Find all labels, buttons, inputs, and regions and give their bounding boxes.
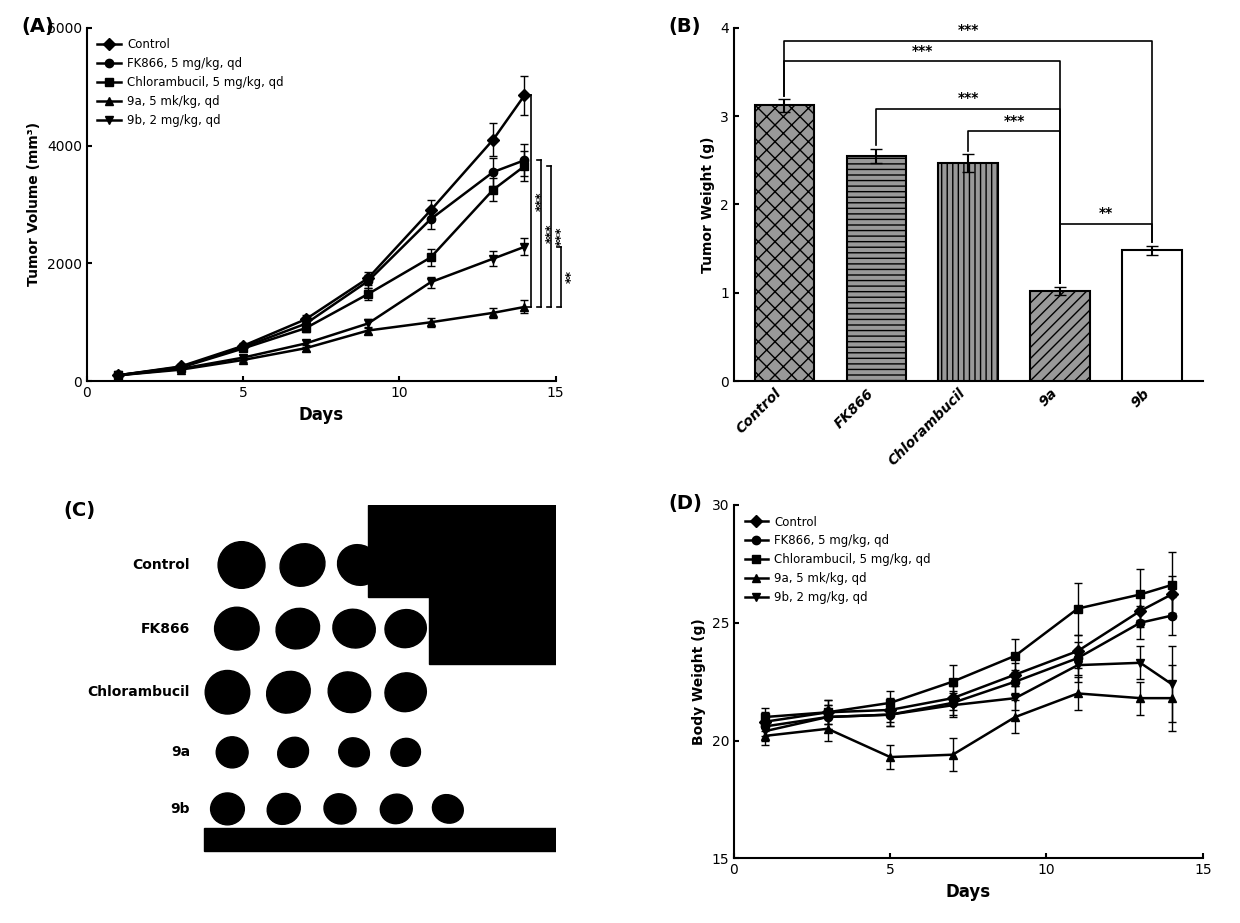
X-axis label: Days: Days xyxy=(299,405,343,424)
Ellipse shape xyxy=(205,670,249,714)
Bar xyxy=(1122,250,1182,381)
Text: (D): (D) xyxy=(668,495,702,513)
Text: **: ** xyxy=(1099,207,1114,221)
Ellipse shape xyxy=(267,671,310,713)
Text: Chlorambucil: Chlorambucil xyxy=(88,685,190,700)
Text: 9a: 9a xyxy=(171,746,190,760)
Text: ***: *** xyxy=(534,191,547,211)
Ellipse shape xyxy=(337,545,379,585)
Ellipse shape xyxy=(339,737,370,767)
Y-axis label: Body Weight (g): Body Weight (g) xyxy=(692,618,706,745)
Ellipse shape xyxy=(211,793,244,825)
Text: (B): (B) xyxy=(668,18,701,36)
Bar xyxy=(755,105,815,381)
Text: ***: *** xyxy=(554,227,568,246)
Bar xyxy=(429,597,556,664)
Ellipse shape xyxy=(215,607,259,650)
Y-axis label: Tumor Weight (g): Tumor Weight (g) xyxy=(701,137,714,272)
Text: 9b: 9b xyxy=(170,802,190,816)
Legend: Control, FK866, 5 mg/kg, qd, Chlorambucil, 5 mg/kg, qd, 9a, 5 mk/kg, qd, 9b, 2 m: Control, FK866, 5 mg/kg, qd, Chlorambuci… xyxy=(93,33,288,132)
Bar xyxy=(847,156,906,381)
Legend: Control, FK866, 5 mg/kg, qd, Chlorambucil, 5 mg/kg, qd, 9a, 5 mk/kg, qd, 9b, 2 m: Control, FK866, 5 mg/kg, qd, Chlorambuci… xyxy=(740,510,935,609)
Ellipse shape xyxy=(280,544,325,586)
Text: ***: *** xyxy=(1003,114,1025,127)
Text: ***: *** xyxy=(911,43,932,58)
Ellipse shape xyxy=(324,794,356,824)
Ellipse shape xyxy=(332,609,376,648)
Bar xyxy=(205,828,556,851)
Ellipse shape xyxy=(278,737,309,767)
Ellipse shape xyxy=(384,673,427,712)
Y-axis label: Tumor Volume (mm³): Tumor Volume (mm³) xyxy=(27,123,41,286)
Bar xyxy=(1030,291,1090,381)
Ellipse shape xyxy=(329,672,371,713)
Text: (C): (C) xyxy=(63,501,95,521)
Ellipse shape xyxy=(381,794,412,823)
Text: Control: Control xyxy=(133,558,190,572)
Bar xyxy=(368,505,556,597)
Ellipse shape xyxy=(216,737,248,768)
Ellipse shape xyxy=(391,738,420,766)
Ellipse shape xyxy=(384,609,427,648)
Text: ***: *** xyxy=(957,23,980,38)
Ellipse shape xyxy=(267,794,300,824)
Bar xyxy=(939,162,998,381)
Text: **: ** xyxy=(564,270,578,283)
Ellipse shape xyxy=(277,608,320,649)
X-axis label: Days: Days xyxy=(946,882,991,901)
Text: ***: *** xyxy=(957,91,980,105)
Text: (A): (A) xyxy=(21,18,55,36)
Text: ***: *** xyxy=(544,224,558,244)
Ellipse shape xyxy=(433,795,464,823)
Ellipse shape xyxy=(218,542,265,588)
Text: FK866: FK866 xyxy=(140,621,190,636)
